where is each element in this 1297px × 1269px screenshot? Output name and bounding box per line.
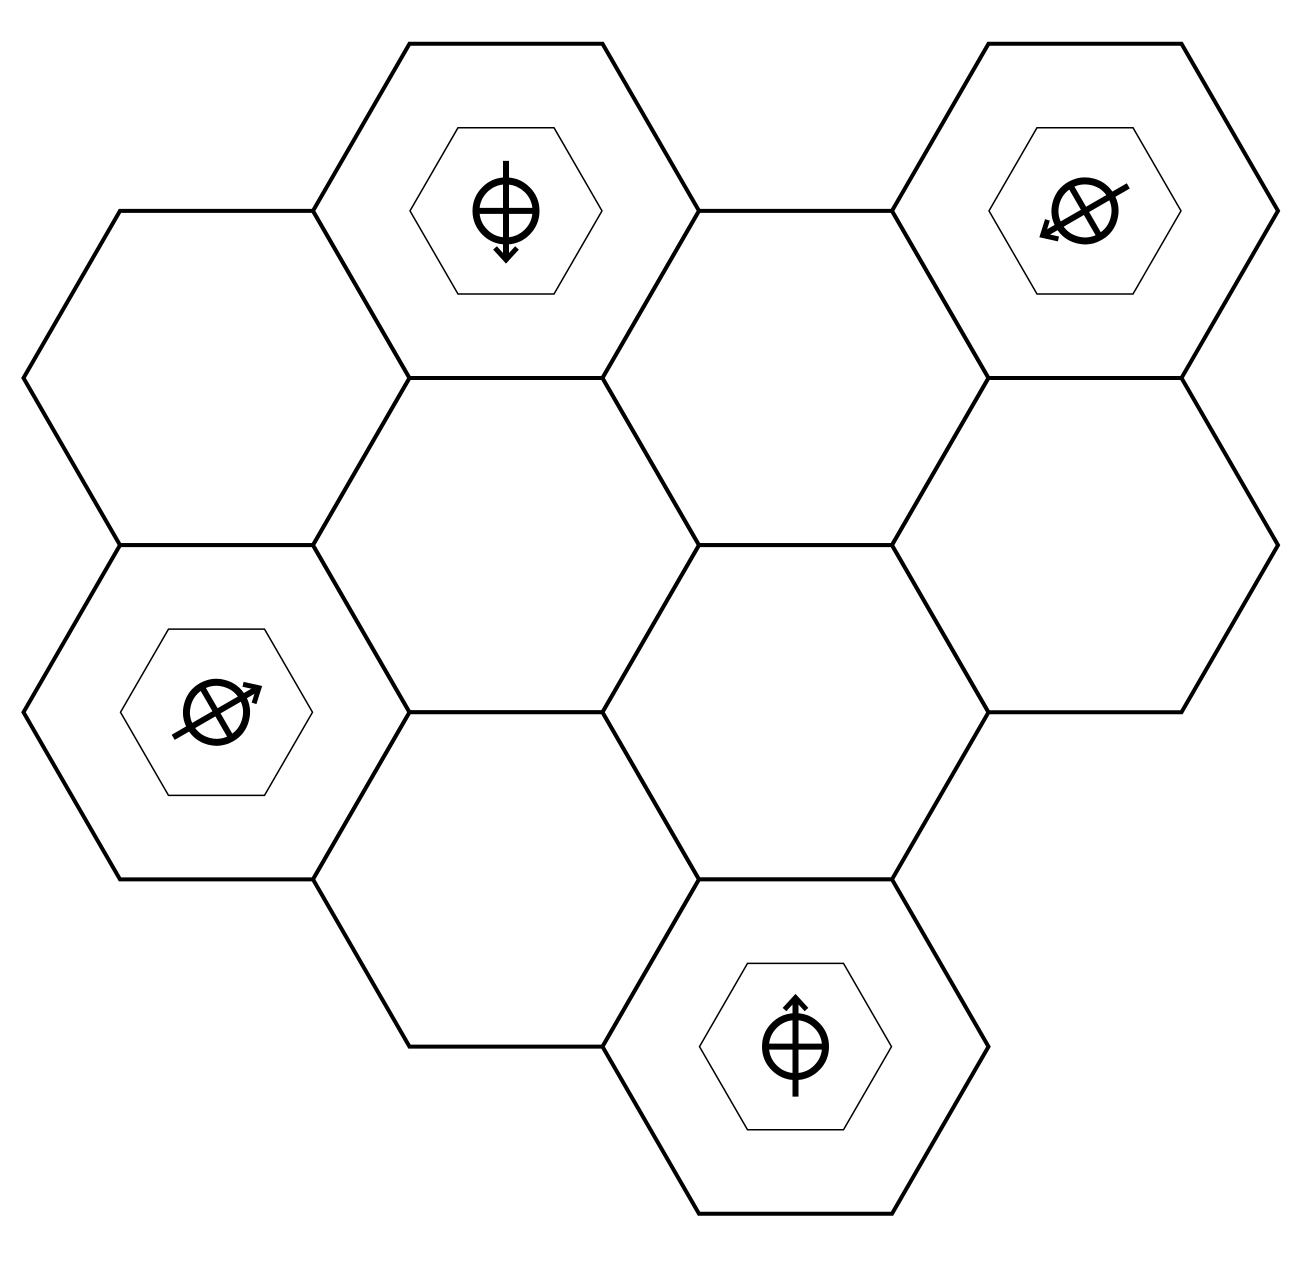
circled-cross-arrow-up-right-icon (171, 678, 263, 746)
piece-frame (698, 962, 893, 1131)
circled-cross-arrow-down-icon (472, 160, 540, 264)
top-piece[interactable] (409, 126, 603, 295)
circled-cross-arrow-down-left-icon (1039, 177, 1130, 245)
hex-cell-3-1[interactable] (889, 376, 1281, 715)
piece-frame (119, 628, 314, 797)
piece-frame (409, 126, 603, 295)
bottom-piece[interactable] (698, 962, 893, 1131)
circled-cross-arrow-up-icon (762, 993, 829, 1097)
right-piece[interactable] (988, 126, 1182, 295)
left-piece[interactable] (119, 628, 314, 797)
piece-frame (988, 126, 1182, 295)
pieces-layer (119, 126, 1182, 1131)
